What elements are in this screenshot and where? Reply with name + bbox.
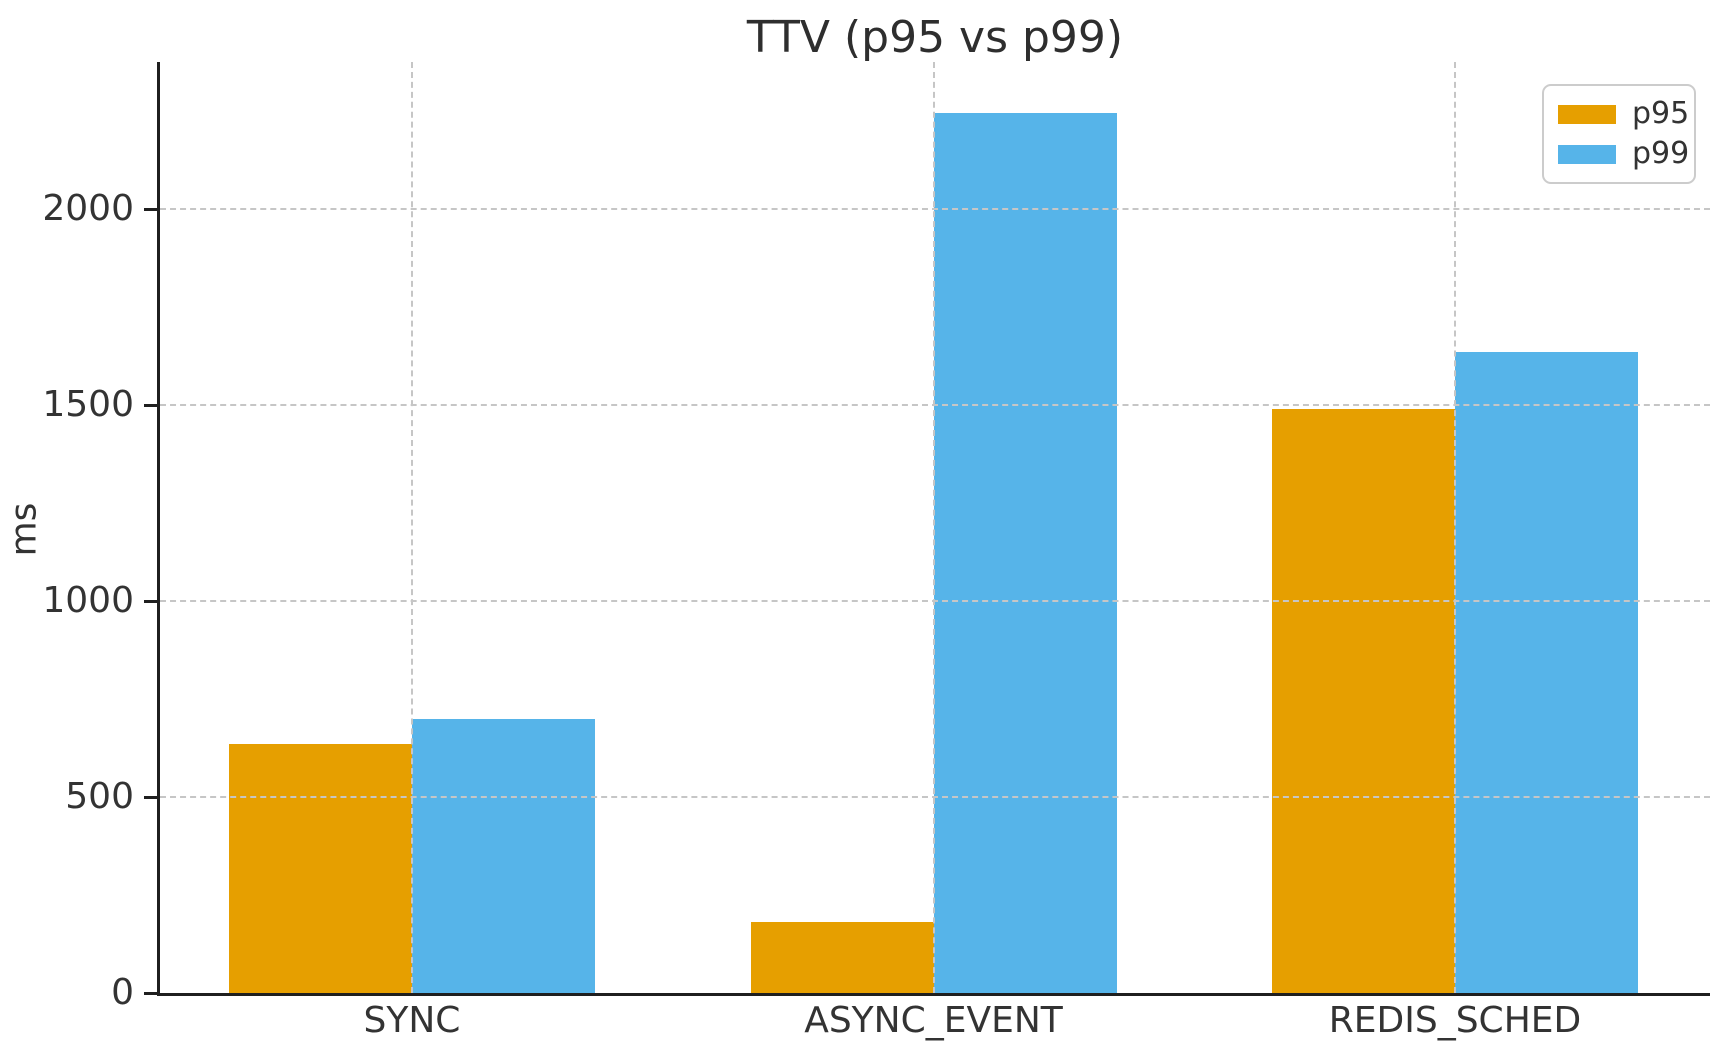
bar-p95-REDIS_SCHED [1272, 409, 1455, 993]
xtick-label-REDIS_SCHED: REDIS_SCHED [1328, 1000, 1582, 1041]
y-axis-spine [157, 62, 160, 996]
ytick-label-1000: 1000 [42, 580, 134, 621]
legend-label-p95: p95 [1632, 96, 1690, 131]
ytick-mark-1000 [144, 599, 158, 603]
bar-p95-ASYNC_EVENT [750, 922, 934, 993]
gridline-y-2000 [160, 208, 1710, 210]
legend: p95 p99 [1542, 84, 1696, 184]
ytick-mark-1500 [144, 403, 158, 407]
gridline-y-500 [160, 796, 1710, 798]
bar-p95-SYNC [229, 744, 412, 993]
ytick-label-0: 0 [111, 972, 134, 1013]
bar-p99-SYNC [412, 719, 595, 993]
legend-label-p99: p99 [1632, 136, 1690, 171]
ytick-label-1500: 1500 [42, 384, 134, 425]
legend-item-p99: p99 [1558, 139, 1689, 169]
bar-p99-REDIS_SCHED [1455, 352, 1638, 993]
gridline-x-ASYNC_EVENT [932, 62, 935, 993]
gridline-y-1500 [160, 404, 1710, 406]
gridline-x-SYNC [411, 62, 413, 993]
xtick-label-ASYNC_EVENT: ASYNC_EVENT [804, 1000, 1063, 1041]
x-axis-spine [157, 993, 1710, 996]
plot-area [160, 62, 1710, 993]
ytick-label-2000: 2000 [42, 188, 134, 229]
chart-title: TTV (p95 vs p99) [746, 12, 1124, 63]
gridline-y-1000 [160, 600, 1710, 602]
y-axis-label: ms [3, 502, 45, 557]
xtick-label-SYNC: SYNC [363, 1000, 461, 1041]
ytick-mark-0 [144, 991, 158, 995]
gridline-x-REDIS_SCHED [1454, 62, 1456, 993]
p95-swatch [1558, 104, 1616, 124]
bar-p99-ASYNC_EVENT [933, 113, 1117, 993]
ytick-mark-500 [144, 795, 158, 799]
ytick-mark-2000 [144, 207, 158, 211]
ytick-label-500: 500 [65, 776, 134, 817]
p99-swatch [1558, 144, 1616, 164]
legend-item-p95: p95 [1558, 99, 1689, 129]
